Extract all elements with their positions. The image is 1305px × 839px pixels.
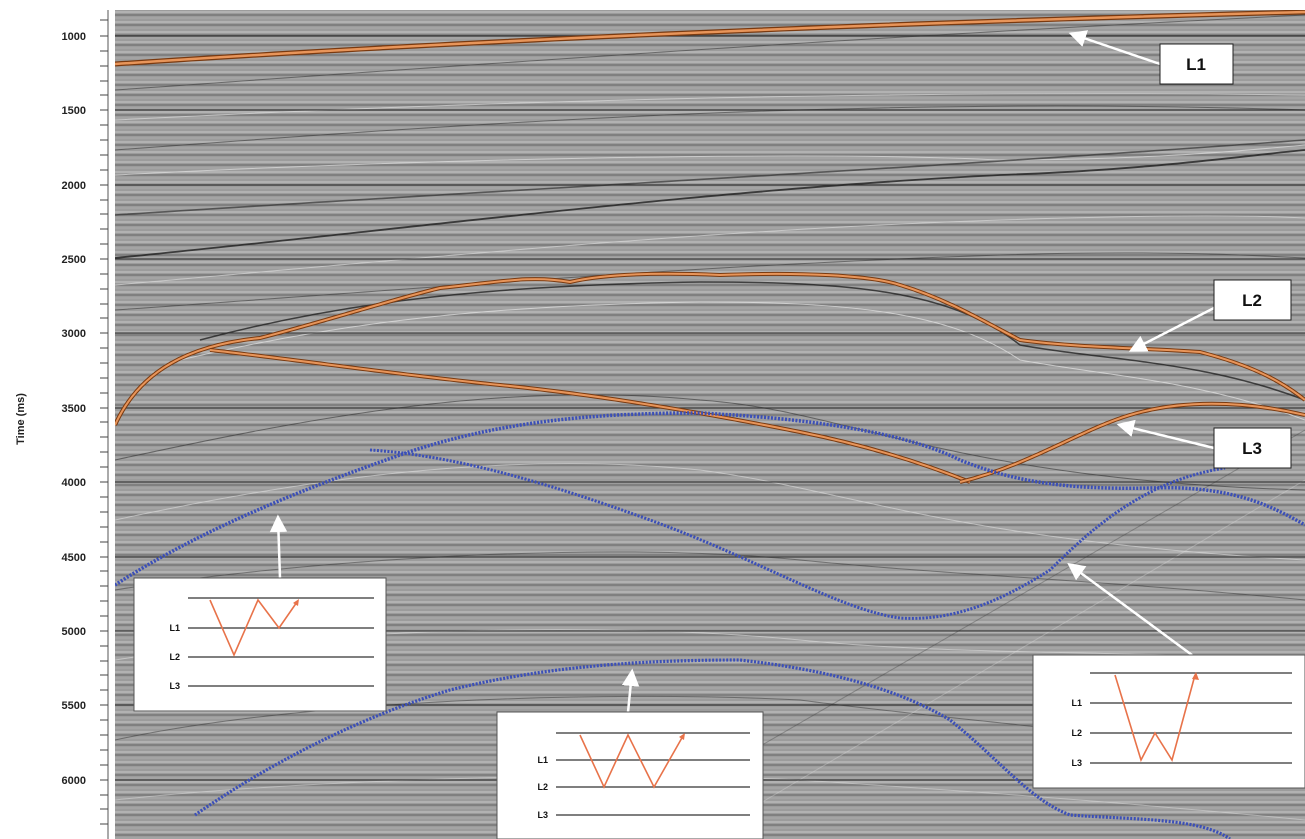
callout-l2-label: L2	[1242, 291, 1262, 310]
inset-center-label-l3: L3	[537, 810, 548, 820]
time-axis-tick-labels: 1000 1500 2000 2500 3000 3500 4000 4500 …	[62, 31, 86, 787]
inset-right-label-l2: L2	[1071, 728, 1082, 738]
tick-label: 4500	[62, 552, 86, 564]
inset-left: L1 L2 L3	[133, 577, 387, 712]
horizon-l1	[115, 10, 1305, 67]
inset-center-ray-path	[579, 733, 684, 789]
multiple-path-middle	[369, 448, 1226, 620]
arrow-l1	[1068, 30, 1161, 66]
callout-l1: L1	[1159, 43, 1234, 85]
inset-center: L1 L2 L3	[496, 711, 764, 839]
arrow-l2	[1128, 306, 1215, 352]
inset-center-label-l1: L1	[537, 755, 548, 765]
multiple-path-deep	[194, 658, 1231, 839]
arrow-l3	[1116, 419, 1215, 450]
tick-label: 1000	[62, 31, 86, 43]
arrow-left-inset	[269, 514, 288, 579]
callout-l1-label: L1	[1186, 55, 1206, 74]
inset-left-label-l1: L1	[169, 623, 180, 633]
tick-label: 2000	[62, 180, 86, 192]
inset-left-label-l2: L2	[169, 652, 180, 662]
time-axis-title: Time (ms)	[15, 393, 27, 445]
tick-label: 1500	[62, 105, 86, 117]
multiple-path-lower-order	[115, 411, 1305, 587]
horizon-l2-base	[209, 348, 971, 484]
arrow-right-inset	[1067, 562, 1193, 657]
tick-label: 4000	[62, 477, 86, 489]
tick-label: 3000	[62, 328, 86, 340]
inset-right-label-l1: L1	[1071, 698, 1082, 708]
callout-l2: L2	[1213, 279, 1292, 321]
tick-label: 6000	[62, 775, 86, 787]
tick-label: 5500	[62, 700, 86, 712]
inset-right: L1 L2 L3	[1032, 654, 1305, 789]
tick-label: 5000	[62, 626, 86, 638]
reflector-lines	[115, 14, 1305, 839]
tick-label: 2500	[62, 254, 86, 266]
inset-center-label-l2: L2	[537, 782, 548, 792]
time-axis-ticks	[100, 19, 108, 825]
callout-l3-label: L3	[1242, 439, 1262, 458]
inset-right-ray-path	[1114, 674, 1196, 763]
callout-arrows	[269, 30, 1215, 713]
tick-label: 3500	[62, 403, 86, 415]
horizon-l2-top	[115, 271, 1305, 426]
inset-right-label-l3: L3	[1071, 758, 1082, 768]
horizon-l3	[959, 401, 1305, 484]
inset-left-label-l3: L3	[169, 681, 180, 691]
arrow-center-inset	[621, 668, 640, 713]
callout-l3: L3	[1213, 427, 1292, 469]
inset-left-ray-path	[209, 598, 298, 658]
